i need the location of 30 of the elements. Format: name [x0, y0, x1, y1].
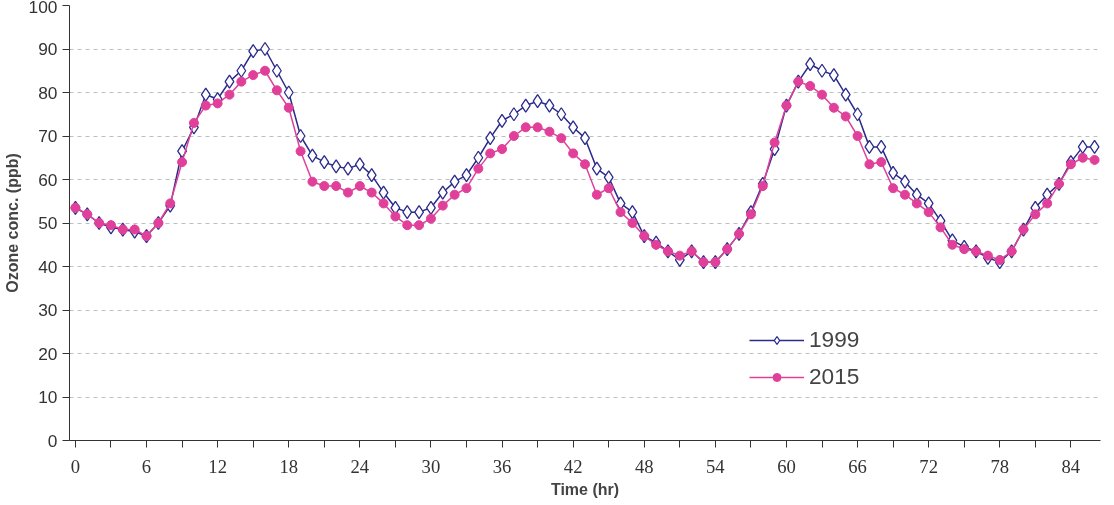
- x-tick-label: 18: [279, 455, 299, 477]
- y-tick-label: 50: [38, 213, 58, 233]
- y-tick-label: 20: [38, 343, 58, 364]
- x-tick-label: 0: [70, 455, 81, 477]
- y-tick-label: 0: [47, 430, 58, 451]
- x-tick-label: 66: [848, 455, 867, 477]
- x-tick-label: 12: [208, 455, 227, 477]
- y-tick-label: 30: [38, 300, 58, 320]
- x-tick-label: 36: [492, 455, 512, 477]
- x-axis-title: Time (hr): [550, 480, 620, 498]
- x-tick-label: 6: [141, 455, 152, 477]
- y-tick-label: 60: [38, 169, 58, 190]
- x-tick-label: 78: [990, 455, 1010, 477]
- y-axis-title: Ozone conc. (ppb): [3, 153, 21, 293]
- x-tick-label: 84: [1061, 455, 1081, 477]
- y-tick-label: 10: [38, 387, 58, 407]
- y-tick-label: 90: [38, 39, 58, 59]
- y-tick-label: 70: [38, 126, 58, 146]
- y-tick-label: 100: [28, 0, 58, 17]
- x-tick-label: 30: [421, 455, 441, 477]
- legend-label: 2015: [809, 363, 860, 390]
- x-tick-label: 60: [777, 455, 796, 477]
- x-tick-label: 24: [350, 455, 370, 477]
- legend-label: 1999: [809, 326, 860, 353]
- x-tick-label: 72: [919, 455, 938, 477]
- x-tick-label: 42: [563, 455, 583, 477]
- x-tick-label: 48: [634, 455, 654, 477]
- y-tick-label: 40: [38, 256, 58, 277]
- y-tick-label: 80: [38, 82, 58, 103]
- x-tick-label: 54: [706, 455, 726, 477]
